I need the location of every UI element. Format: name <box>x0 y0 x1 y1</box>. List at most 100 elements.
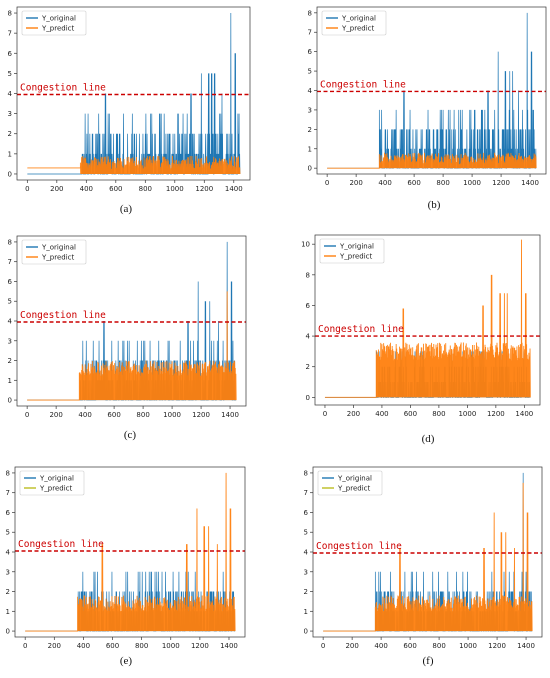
x-tick-label: 200 <box>349 179 362 187</box>
x-tick-label: 600 <box>403 642 416 650</box>
congestion-line-label: Congestion line <box>318 324 404 335</box>
y-tick-label: 7 <box>308 29 312 37</box>
chart-panel-e: Congestion line 0 200 400 600 800 1000 1200 1400… <box>6 466 246 667</box>
y-tick-label: 6 <box>8 50 13 58</box>
x-tick-label: 1000 <box>463 179 481 187</box>
x-tick-label: 0 <box>321 642 325 650</box>
plot-area <box>27 13 241 175</box>
x-tick-label: 200 <box>49 411 62 419</box>
x-tick-label: 1400 <box>221 411 239 419</box>
y-tick-label: 5 <box>8 298 12 306</box>
series-line-y-predict <box>27 155 241 174</box>
y-tick-label: 3 <box>304 568 308 576</box>
y-tick-label: 2 <box>308 126 312 134</box>
y-tick-label: 5 <box>8 70 12 78</box>
y-tick-label: 8 <box>306 271 310 279</box>
congestion-line-label: Congestion line <box>320 79 406 90</box>
series-line-y-predict <box>327 152 537 169</box>
legend-box <box>317 470 383 496</box>
y-tick-label: 6 <box>304 509 309 517</box>
y-tick-label: 3 <box>8 110 12 118</box>
x-tick-label: 1400 <box>521 179 539 187</box>
y-tick-label: 1 <box>8 377 12 385</box>
axes-frame <box>314 234 541 406</box>
y-tick-label: 10 <box>301 241 310 249</box>
legend-label: Y_predict <box>341 25 374 33</box>
legend-label: Y_predict <box>41 25 74 33</box>
y-tick-label: 4 <box>308 87 313 95</box>
legend-label: Y_original <box>41 15 76 23</box>
y-tick-label: 8 <box>308 9 312 17</box>
legend-box <box>21 239 87 265</box>
series-line-y-predict <box>25 472 236 632</box>
y-tick-label: 0 <box>304 628 308 636</box>
y-tick-label: 8 <box>8 238 12 246</box>
y-tick-label: 6 <box>306 302 311 310</box>
x-tick-label: 600 <box>407 179 420 187</box>
x-tick-label: 1400 <box>517 642 535 650</box>
x-tick-label: 1000 <box>458 410 476 418</box>
x-tick-label: 1000 <box>459 642 477 650</box>
x-tick-label: 400 <box>378 179 391 187</box>
y-tick-label: 1 <box>8 150 12 158</box>
y-tick-label: 8 <box>6 469 10 477</box>
congestion-line-label: Congestion line <box>20 310 106 321</box>
panel-caption: (a) <box>120 203 133 215</box>
x-tick-label: 200 <box>347 410 360 418</box>
x-tick-label: 1400 <box>515 410 533 418</box>
congestion-line-label: Congestion line <box>18 539 104 550</box>
y-tick-label: 6 <box>6 509 11 517</box>
x-tick-label: 0 <box>25 185 29 193</box>
legend-box <box>19 470 85 496</box>
legend-label: Y_original <box>341 15 376 23</box>
y-tick-label: 7 <box>8 258 12 266</box>
x-tick-label: 1000 <box>162 642 180 650</box>
x-tick-label: 800 <box>135 642 148 650</box>
y-tick-label: 4 <box>8 90 13 98</box>
legend-label: Y_original <box>39 475 74 483</box>
legend-box <box>321 10 387 36</box>
legend-label: Y_predict <box>339 253 372 261</box>
x-tick-label: 800 <box>136 411 149 419</box>
chart-panel-f: Congestion line 0 200 400 600 800 1000 1200 1400… <box>304 466 543 667</box>
legend-label: Y_original <box>339 243 374 251</box>
y-tick-label: 2 <box>8 130 12 138</box>
plot-area <box>27 241 237 401</box>
x-tick-label: 400 <box>375 410 388 418</box>
x-tick-label: 1000 <box>163 411 181 419</box>
x-tick-label: 800 <box>436 179 449 187</box>
x-tick-label: 1000 <box>166 185 184 193</box>
chart-panel-d: Congestion line 0 200 400 600 800 1000 1200 1400… <box>301 234 541 445</box>
plot-area <box>327 12 537 169</box>
panel-caption: (b) <box>428 199 441 211</box>
y-tick-label: 5 <box>308 68 312 76</box>
y-tick-label: 2 <box>6 588 10 596</box>
legend-label: Y_original <box>41 244 76 252</box>
x-tick-label: 400 <box>77 642 90 650</box>
x-tick-label: 1400 <box>225 185 243 193</box>
x-tick-label: 800 <box>432 410 445 418</box>
x-tick-label: 600 <box>109 185 122 193</box>
series-line-y-predict <box>323 482 533 632</box>
series-line-y-predict <box>27 291 237 401</box>
chart-panel-c: Congestion line 0 200 400 600 800 1000 1200 1400… <box>8 235 247 441</box>
x-tick-label: 1200 <box>488 642 506 650</box>
series-line-y-original <box>327 12 537 169</box>
y-tick-label: 7 <box>304 489 308 497</box>
legend-box <box>21 10 87 36</box>
plot-area <box>25 472 236 632</box>
x-tick-label: 400 <box>78 411 91 419</box>
x-tick-label: 200 <box>50 185 63 193</box>
plot-area <box>324 239 531 398</box>
panel-caption: (e) <box>120 655 133 667</box>
y-tick-label: 4 <box>304 549 309 557</box>
chart-panel-a: Congestion line 0 200 400 600 800 1000 1200 1400… <box>8 6 251 215</box>
plot-area <box>323 472 533 632</box>
panel-caption: (f) <box>423 655 434 667</box>
x-tick-label: 600 <box>404 410 417 418</box>
x-tick-label: 1200 <box>487 410 505 418</box>
y-tick-label: 2 <box>306 363 310 371</box>
y-tick-label: 6 <box>308 48 313 56</box>
y-tick-label: 3 <box>308 106 312 114</box>
